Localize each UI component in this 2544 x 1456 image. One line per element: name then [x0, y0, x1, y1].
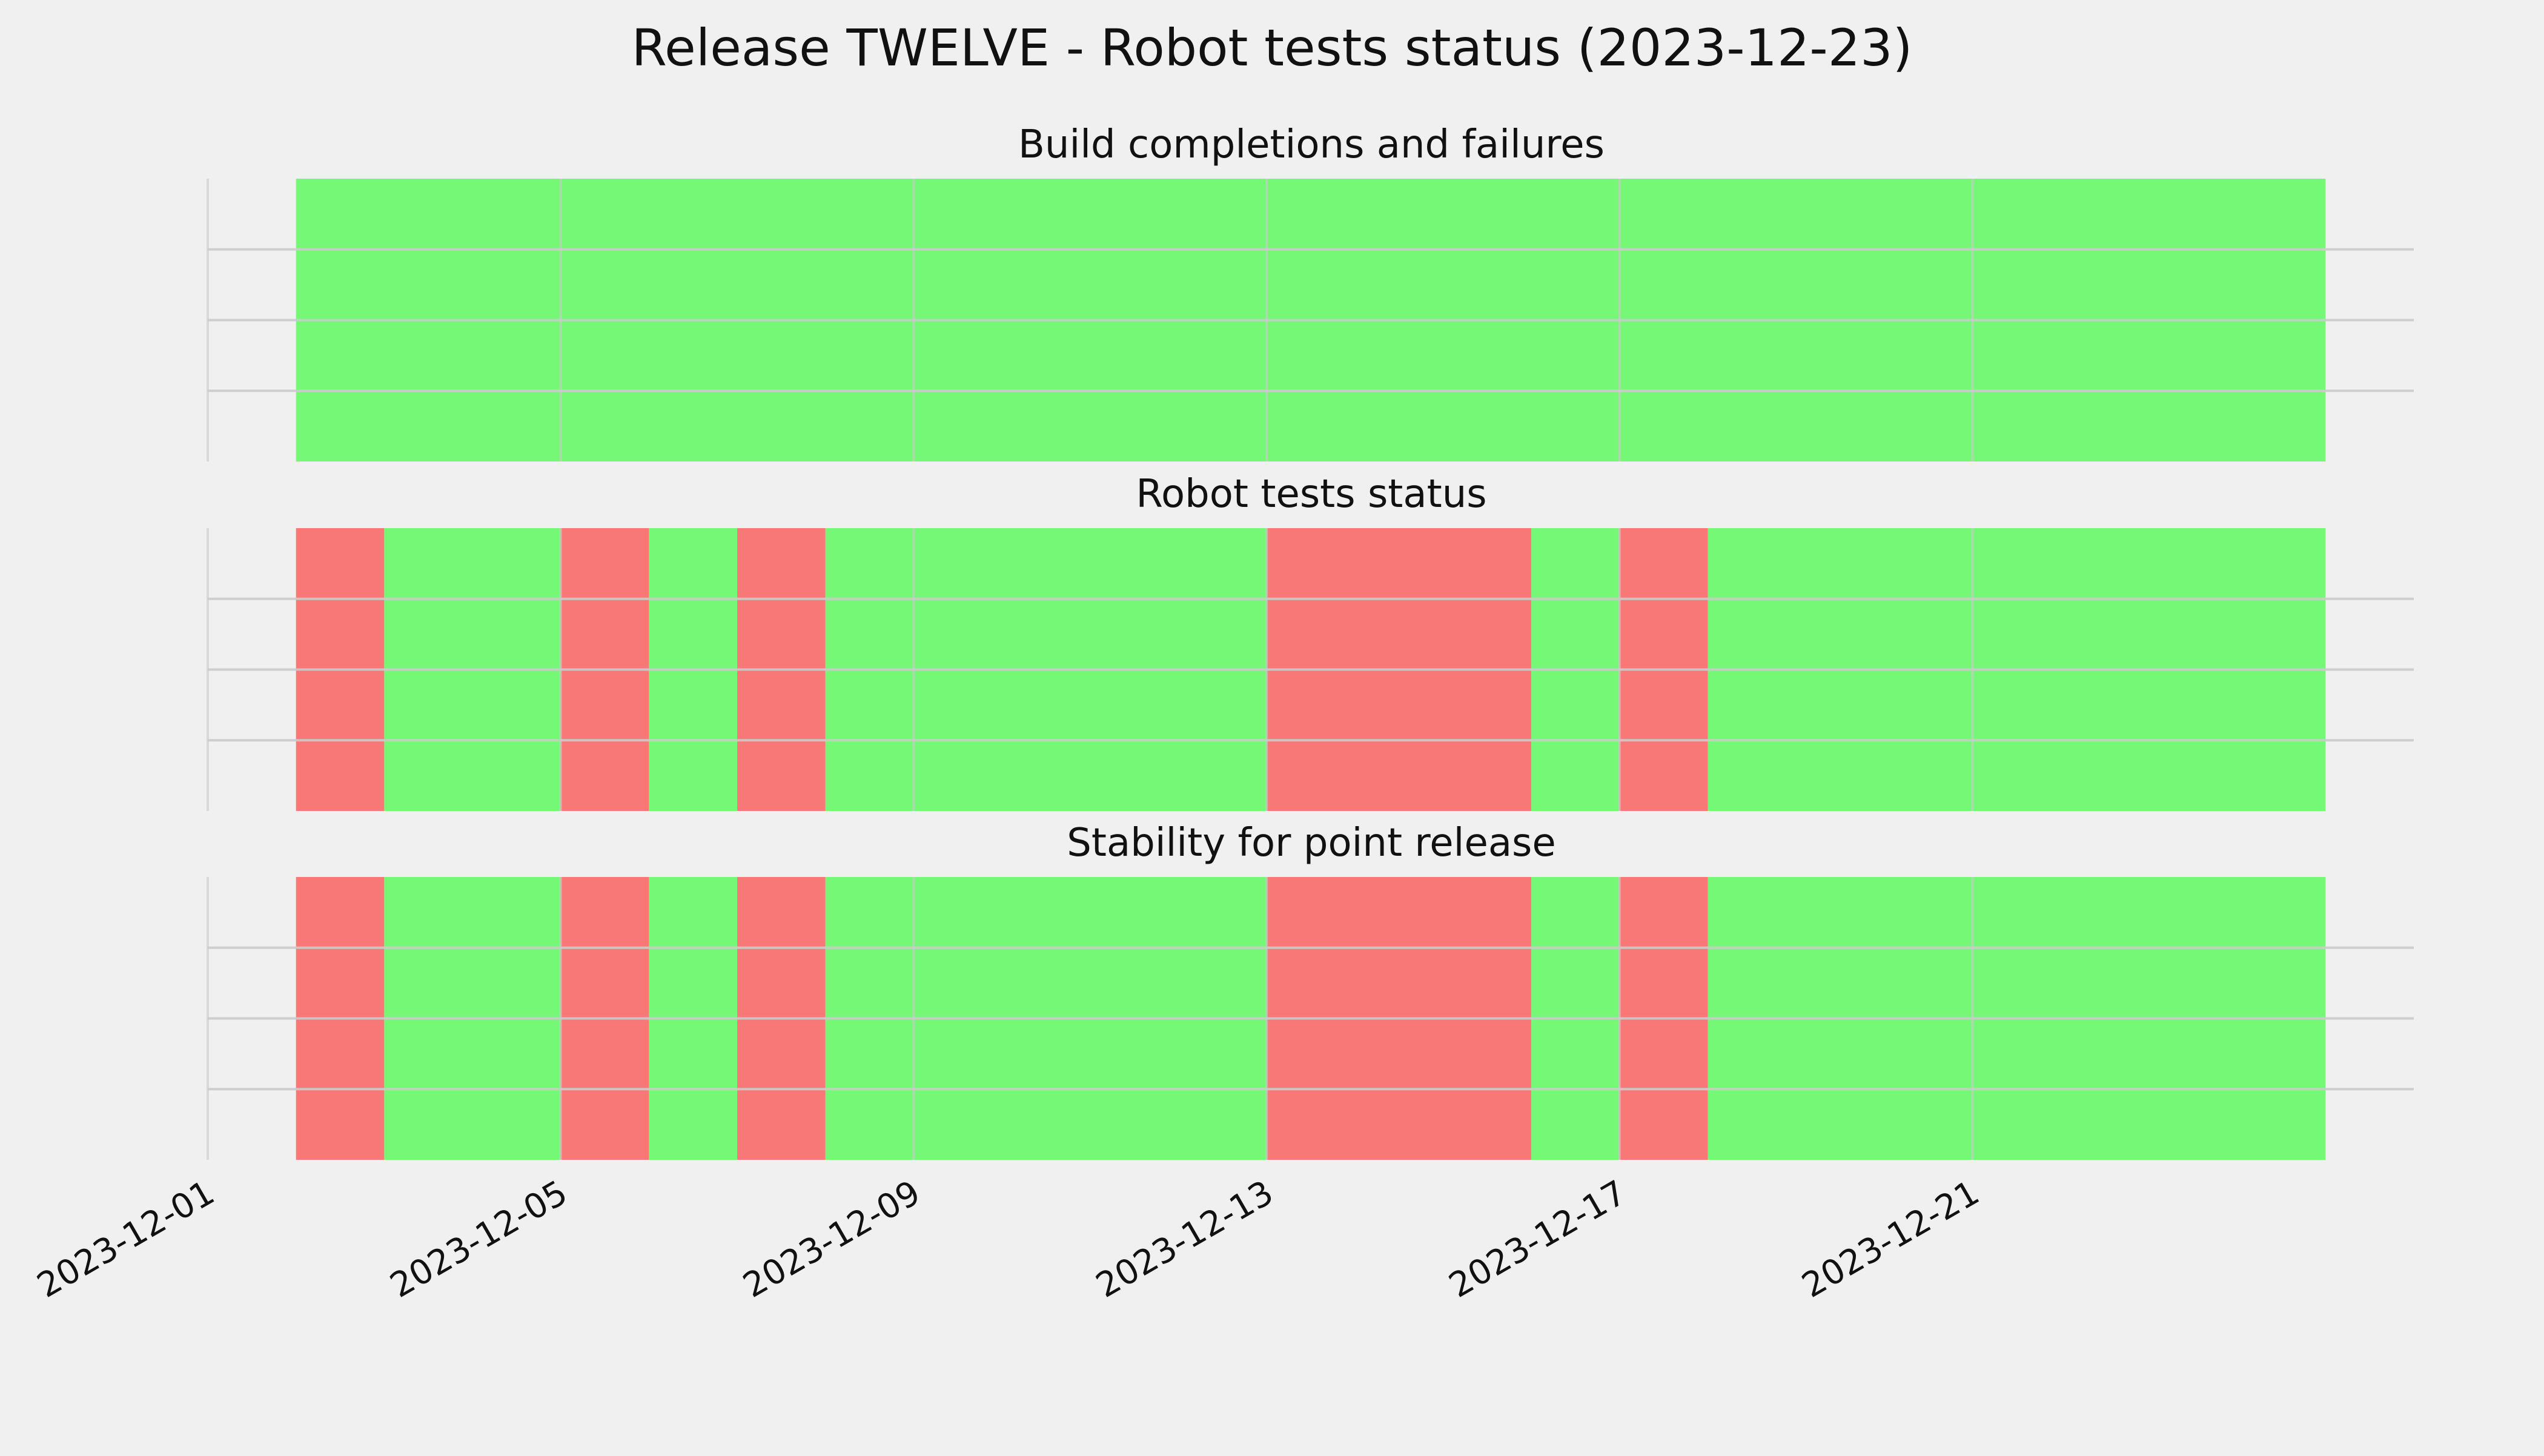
panel-title: Build completions and failures [1018, 122, 1605, 167]
panel-title: Robot tests status [1136, 472, 1486, 517]
panels: Build completions and failures Robot test… [31, 122, 2414, 1306]
panel-2: Robot tests status [207, 472, 2414, 811]
panel-1: Build completions and failures [207, 122, 2414, 462]
panel-title: Stability for point release [1067, 821, 1556, 865]
panel-3: Stability for point release [207, 821, 2414, 1160]
figure-title: Release TWELVE - Robot tests status (202… [632, 18, 1913, 78]
